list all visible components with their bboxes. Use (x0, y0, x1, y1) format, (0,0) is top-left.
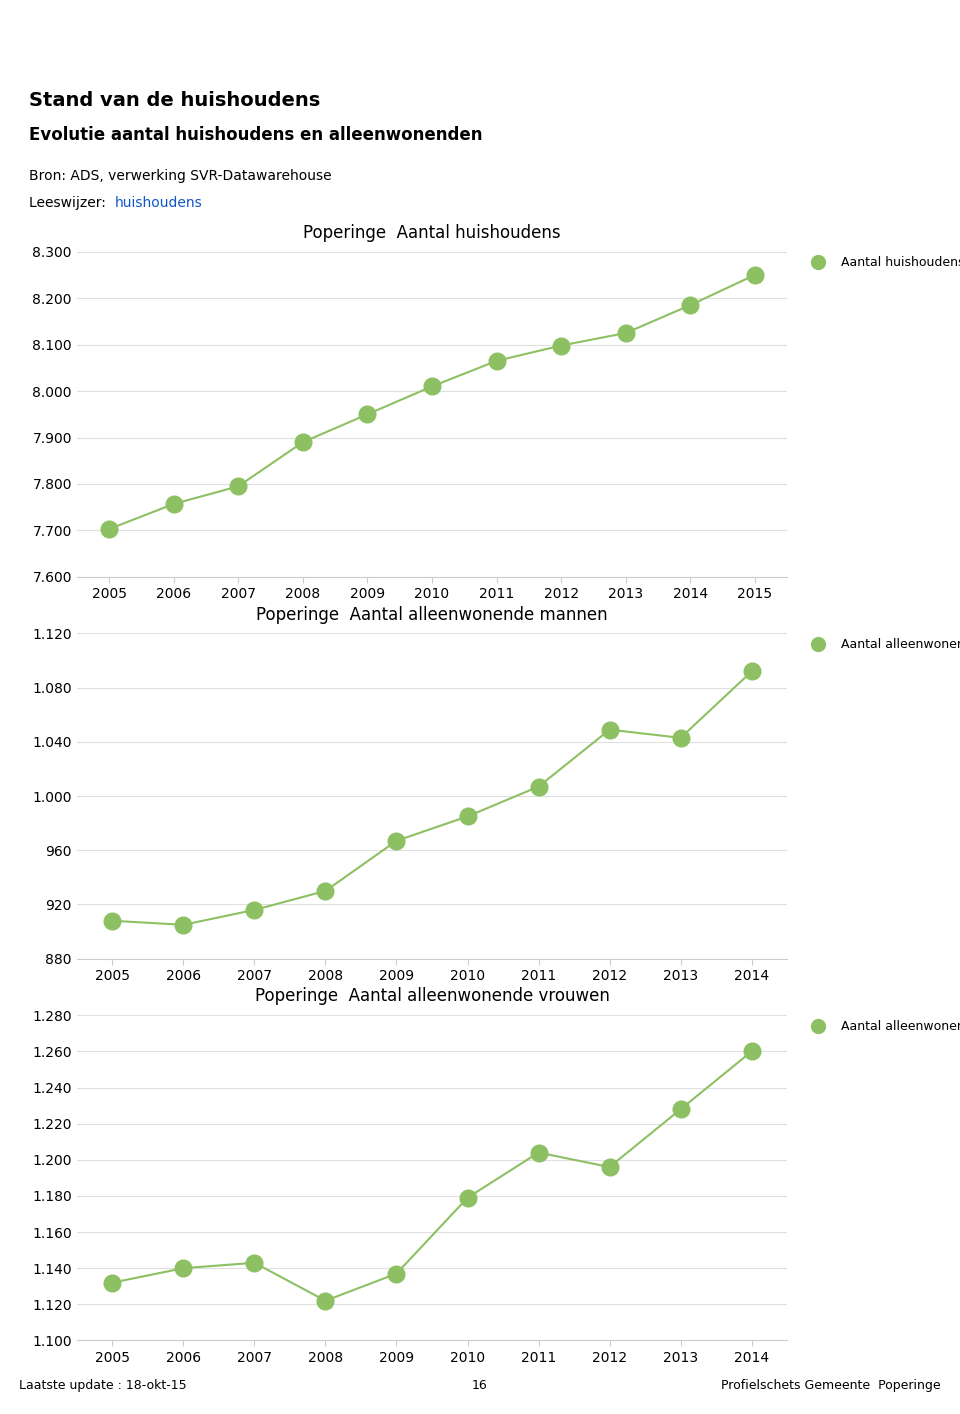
Title: Poperinge  Aantal alleenwonende vrouwen: Poperinge Aantal alleenwonende vrouwen (254, 987, 610, 1005)
Text: Profielschets Gemeente  Poperinge: Profielschets Gemeente Poperinge (721, 1379, 941, 1393)
Legend: Aantal alleenwonende vrouwen: Aantal alleenwonende vrouwen (801, 1015, 960, 1038)
Text: Stand van de huishoudens: Stand van de huishoudens (29, 90, 320, 110)
Text: huishoudens: huishoudens (114, 195, 203, 209)
Text: A. Demografische kenmerken van de bevolking: A. Demografische kenmerken van de bevolk… (110, 18, 850, 45)
Text: Laatste update : 18-okt-15: Laatste update : 18-okt-15 (19, 1379, 187, 1393)
Text: Evolutie aantal huishoudens en alleenwonenden: Evolutie aantal huishoudens en alleenwon… (29, 126, 482, 144)
Title: Poperinge  Aantal huishoudens: Poperinge Aantal huishoudens (303, 223, 561, 242)
Legend: Aantal alleenwonende mannen: Aantal alleenwonende mannen (801, 633, 960, 656)
Title: Poperinge  Aantal alleenwonende mannen: Poperinge Aantal alleenwonende mannen (256, 605, 608, 624)
Text: 16: 16 (472, 1379, 488, 1393)
Legend: Aantal huishoudens: Aantal huishoudens (801, 252, 960, 274)
Text: Bron: ADS, verwerking SVR-Datawarehouse: Bron: ADS, verwerking SVR-Datawarehouse (29, 168, 331, 182)
Text: Leeswijzer:: Leeswijzer: (29, 195, 110, 209)
